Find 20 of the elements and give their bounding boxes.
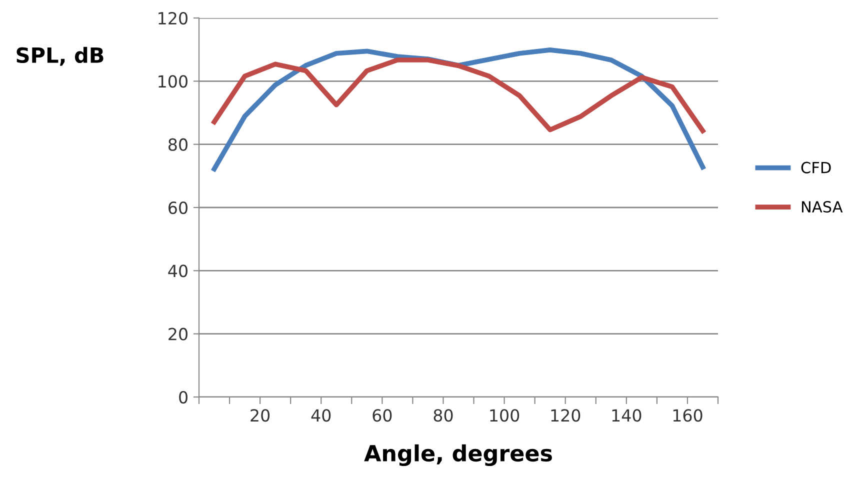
y-tick-label: 60 [168, 201, 188, 214]
legend-label: NASA [802, 201, 843, 213]
x-tick-label: 120 [551, 409, 580, 422]
x-tick-label: 40 [311, 409, 331, 422]
x-axis-title: Angle, degrees [364, 444, 552, 466]
y-tick-label: 0 [179, 390, 188, 404]
x-tick-label: 140 [612, 409, 642, 422]
y-tick-label: 20 [168, 328, 188, 340]
y-axis-title: SPL, dB [16, 46, 104, 66]
x-tick-label: 20 [250, 409, 270, 422]
x-tick-label: 80 [434, 409, 453, 422]
x-tick-label: 100 [490, 409, 520, 422]
y-tick-label: 80 [168, 138, 188, 151]
y-tick-label: 40 [168, 264, 188, 278]
x-tick-label: 60 [372, 409, 392, 422]
y-tick-label: 120 [158, 12, 188, 25]
x-tick-label: 160 [673, 409, 702, 422]
y-tick-label: 100 [158, 75, 188, 88]
legend-label: CFD [801, 162, 831, 174]
line-series [212, 58, 706, 134]
